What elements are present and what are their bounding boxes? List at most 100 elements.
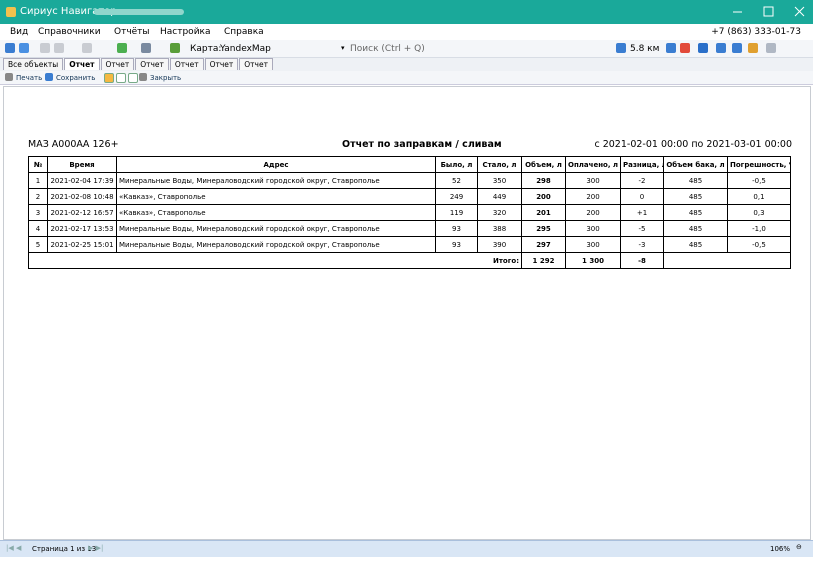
tab[interactable]: Отчет xyxy=(169,58,204,70)
total-diff: -8 xyxy=(620,252,664,269)
cell: 119 xyxy=(435,204,478,221)
cell: -0,5 xyxy=(727,236,791,253)
header-cell: Объем, л xyxy=(521,156,566,173)
tool-icon[interactable] xyxy=(82,43,92,53)
cell: Минеральные Воды, Минераловодский городс… xyxy=(116,172,436,189)
cell: 0 xyxy=(620,188,664,205)
page-indicator: Страница 1 из 13 xyxy=(32,545,97,553)
tool-icon[interactable] xyxy=(680,43,690,53)
toolbar: Карта: YandexMap ▾ Поиск (Ctrl + Q) 5.8 … xyxy=(0,40,813,58)
menu-item[interactable]: Справка xyxy=(224,27,264,37)
cell: Минеральные Воды, Минераловодский городс… xyxy=(116,220,436,237)
tab[interactable]: Отчет xyxy=(100,58,135,70)
menu-item[interactable]: Отчёты xyxy=(114,27,150,37)
search-box[interactable]: Поиск (Ctrl + Q) xyxy=(350,44,425,54)
tool-icon[interactable] xyxy=(5,43,15,53)
tool-icon[interactable] xyxy=(19,43,29,53)
dropdown-arrow[interactable]: ▾ xyxy=(341,44,345,52)
menu-item[interactable]: Настройка xyxy=(160,27,211,37)
cell: 201 xyxy=(521,204,566,221)
cell: -0,5 xyxy=(727,172,791,189)
cell: 0,3 xyxy=(727,204,791,221)
button-icon xyxy=(45,73,53,81)
cell: 93 xyxy=(435,236,478,253)
header-cell: Время xyxy=(47,156,117,173)
menu-item[interactable]: Вид xyxy=(10,27,29,37)
cell: 2021-02-12 16:57 xyxy=(47,204,117,221)
view-button[interactable] xyxy=(104,73,114,83)
cell: 2021-02-04 17:39 xyxy=(47,172,117,189)
toolbar-button[interactable]: Закрыть xyxy=(150,74,182,82)
header-cell: Адрес xyxy=(116,156,436,173)
cell: +1 xyxy=(620,204,664,221)
header-cell: Оплачено, л xyxy=(565,156,621,173)
cell: Минеральные Воды, Минераловодский городс… xyxy=(116,236,436,253)
cell: 390 xyxy=(477,236,522,253)
report-page: МАЗ А000АА 126+ Отчет по заправкам / сли… xyxy=(3,86,811,540)
tool-icon[interactable] xyxy=(698,43,708,53)
data-row: 2 2021-02-08 10:48 «Кавказ», Ставрополье 24… xyxy=(28,188,791,205)
menu-item[interactable]: Справочники xyxy=(38,27,101,37)
tab[interactable]: Отчет xyxy=(64,58,100,70)
app-icon xyxy=(6,7,16,17)
header-cell: Было, л xyxy=(435,156,478,173)
tool-icon[interactable] xyxy=(748,43,758,53)
cell: -3 xyxy=(620,236,664,253)
button-icon xyxy=(5,73,13,81)
tab-strip: Все объекты Отчет Отчет Отчет Отчет Отчет Отче… xyxy=(0,58,813,71)
data-row: 5 2021-02-25 15:01 Минеральные Воды, Минер… xyxy=(28,236,791,253)
cell: -2 xyxy=(620,172,664,189)
tab[interactable]: Отчет xyxy=(135,58,169,70)
cell: 388 xyxy=(477,220,522,237)
tool-icon[interactable] xyxy=(716,43,726,53)
tool-icon[interactable] xyxy=(141,43,151,53)
cell: 2 xyxy=(28,188,48,205)
zoom-out[interactable]: ⊖ xyxy=(796,543,802,551)
toolbar-button[interactable]: Сохранить xyxy=(56,74,96,82)
cell: 2021-02-25 15:01 xyxy=(47,236,117,253)
menu-bar: +7 (863) 333-01-73 Вид Справочники Отчёты Н… xyxy=(0,24,813,40)
total-row: Итого: 1 292 1 300 -8 xyxy=(28,252,791,269)
cell: 2021-02-08 10:48 xyxy=(47,188,117,205)
cell: 295 xyxy=(521,220,566,237)
maximize[interactable] xyxy=(763,6,774,17)
cell: 350 xyxy=(477,172,522,189)
cell: 320 xyxy=(477,204,522,221)
cell: 297 xyxy=(521,236,566,253)
tool-icon[interactable] xyxy=(54,43,64,53)
view-button[interactable] xyxy=(116,73,126,83)
toolbar-button[interactable]: Печать xyxy=(16,74,43,82)
tool-icon[interactable] xyxy=(766,43,776,53)
nav-buttons[interactable]: ▶ ▶| xyxy=(88,544,104,552)
data-row: 4 2021-02-17 13:53 Минеральные Воды, Минер… xyxy=(28,220,791,237)
tab[interactable]: Отчет xyxy=(239,58,273,70)
report-toolbar: Печать Сохранить Закрыть xyxy=(0,71,813,85)
tool-icon[interactable] xyxy=(732,43,742,53)
tool-icon[interactable] xyxy=(40,43,50,53)
tab[interactable]: Все объекты xyxy=(3,58,64,70)
cell: «Кавказ», Ставрополье xyxy=(116,204,436,221)
close[interactable] xyxy=(794,6,805,17)
window-controls[interactable] xyxy=(730,6,810,18)
nav-buttons[interactable]: |◀ ◀ xyxy=(6,544,22,552)
vehicle: МАЗ А000АА 126+ xyxy=(28,139,119,150)
tab[interactable]: Отчет xyxy=(204,58,239,70)
header-cell: Объем бака, л xyxy=(663,156,728,173)
data-row: 1 2021-02-04 17:39 Минеральные Воды, Минер… xyxy=(28,172,791,189)
cell: 300 xyxy=(565,172,621,189)
view-button[interactable] xyxy=(128,73,138,83)
cell: 93 xyxy=(435,220,478,237)
tool-icon[interactable] xyxy=(170,43,180,53)
cell: 4 xyxy=(28,220,48,237)
cell: 3 xyxy=(28,204,48,221)
tool-icon[interactable] xyxy=(616,43,626,53)
tool-icon[interactable] xyxy=(666,43,676,53)
scale-select[interactable]: 5.8 км xyxy=(630,44,660,54)
cell: 485 xyxy=(663,188,728,205)
empty-cell xyxy=(663,252,791,269)
cell: 200 xyxy=(521,188,566,205)
cell: 0,1 xyxy=(727,188,791,205)
total-volume: 1 292 xyxy=(521,252,566,269)
tool-icon[interactable] xyxy=(117,43,127,53)
map-select[interactable]: YandexMap xyxy=(220,44,271,54)
